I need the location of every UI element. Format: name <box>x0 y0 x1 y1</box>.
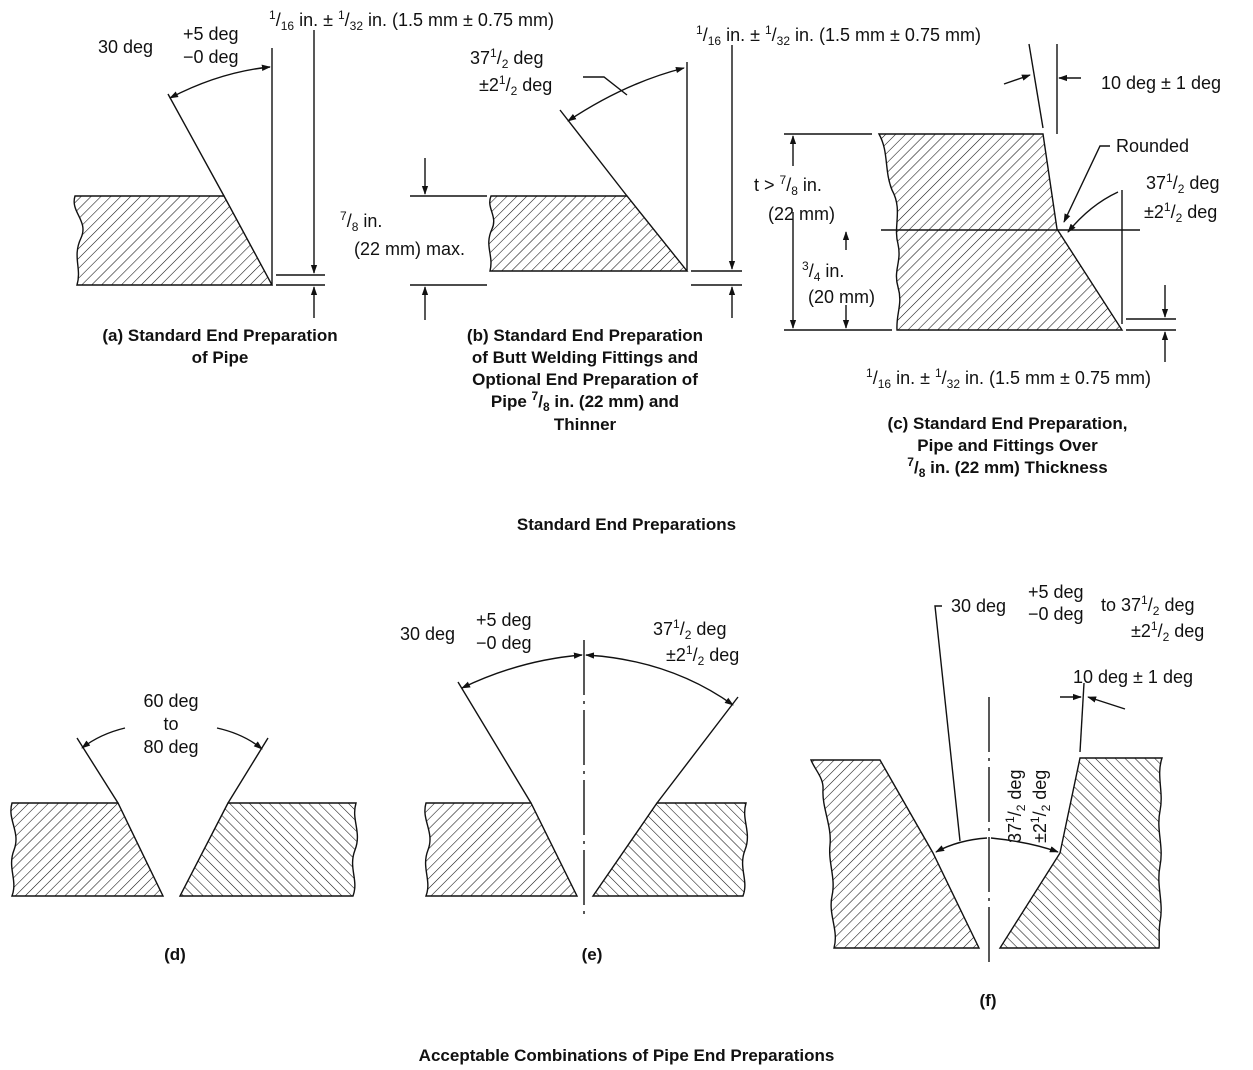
caption-a: (a) Standard End Preparation of Pipe <box>102 326 338 367</box>
leader-b <box>583 76 628 96</box>
angle-arc-e-left <box>461 652 583 689</box>
leader-f <box>934 605 961 842</box>
taper-angle-label-f: 10 deg ± 1 deg <box>1073 667 1193 687</box>
tolerance-minus-e: −0 deg <box>476 633 532 653</box>
tolerance-label-b: ±21/2 deg <box>479 73 553 98</box>
rounded-leader <box>1063 145 1110 223</box>
angle-label-a: 30 deg <box>98 37 154 57</box>
bevel-line-a <box>167 93 225 197</box>
section-title-top: Standard End Preparations <box>516 515 737 534</box>
pipe-section-e-left <box>424 802 579 897</box>
thickness-label-c: t > 7/8 in. <box>754 173 822 198</box>
tolerance-label-e-right: ±21/2 deg <box>666 643 740 668</box>
pipe-section-c <box>877 133 1124 331</box>
caption-d: (d) <box>164 945 186 964</box>
angle-label-f-right: to 371/2 deg <box>1101 593 1195 618</box>
taper-ref-c <box>1028 43 1044 129</box>
angle-label-e-left: 30 deg <box>400 624 456 644</box>
rounded-label: Rounded <box>1116 136 1190 156</box>
pipe-section-b <box>488 195 689 272</box>
gap-label-b: 1/16 in. ± 1/32 in. (1.5 mm ± 0.75 mm) <box>696 23 981 48</box>
angle-arc-e-right <box>585 652 734 706</box>
caption-f: (f) <box>979 991 997 1010</box>
thickness-mm-b: (22 mm) max. <box>354 239 466 259</box>
bevel-line-d-left <box>76 737 119 804</box>
pipe-section-d-right <box>178 802 359 897</box>
land-mm-c: (20 mm) <box>808 287 875 307</box>
angle-range-d: 60 deg to 80 deg <box>143 691 199 757</box>
angle-arc-a <box>169 64 271 99</box>
tolerance-minus-a: −0 deg <box>183 47 239 67</box>
pipe-section-a <box>73 195 274 286</box>
angle-label-b: 371/2 deg <box>470 46 544 71</box>
bevel-line-d-right <box>227 737 269 804</box>
bevel-line-b <box>559 109 628 197</box>
tolerance-plus-a: +5 deg <box>183 24 239 44</box>
bevel-line-e-left <box>457 681 532 804</box>
tolerance-label-f-right: ±21/2 deg <box>1131 619 1205 644</box>
angle-arc-f-right <box>990 837 1059 853</box>
angle-arc-d-right <box>216 727 263 750</box>
angle-label-c: 371/2 deg <box>1146 171 1220 196</box>
bevel-line-e-right <box>656 696 739 804</box>
pipe-section-e-right <box>591 802 749 897</box>
taper-ref-f <box>1079 682 1085 753</box>
pipe-section-f-right <box>998 757 1163 949</box>
caption-c: (c) Standard End Preparation, Pipe and F… <box>887 414 1128 480</box>
land-label-c: 3/4 in. <box>802 259 845 284</box>
angle-arc-c <box>1067 191 1119 233</box>
angle-label-f-left: 30 deg <box>951 596 1007 616</box>
pipe-section-f-left <box>809 759 981 949</box>
caption-e: (e) <box>581 945 603 964</box>
thickness-mm-c: (22 mm) <box>768 204 835 224</box>
angle-label-e-right: 371/2 deg <box>653 617 727 642</box>
caption-b: (b) Standard End Preparation of Butt Wel… <box>466 326 704 434</box>
gap-label-a: 1/16 in. ± 1/32 in. (1.5 mm ± 0.75 mm) <box>269 8 554 33</box>
ten-deg-arrow-f-right <box>1087 696 1126 710</box>
rotated-angle-label-f: 371/2 deg ±21/2 deg <box>1003 769 1053 843</box>
ten-deg-arrow-left <box>1003 74 1031 85</box>
angle-arc-b <box>567 66 685 122</box>
tolerance-label-c: ±21/2 deg <box>1144 200 1218 225</box>
section-title-bottom: Acceptable Combinations of Pipe End Prep… <box>418 1046 835 1065</box>
taper-angle-label-c: 10 deg ± 1 deg <box>1101 73 1221 93</box>
tolerance-plus-e: +5 deg <box>476 610 532 630</box>
tolerance-plus-f: +5 deg <box>1028 582 1084 602</box>
gap-label-c: 1/16 in. ± 1/32 in. (1.5 mm ± 0.75 mm) <box>866 366 1151 391</box>
pipe-section-d-left <box>10 802 165 897</box>
tolerance-minus-f: −0 deg <box>1028 604 1084 624</box>
angle-arc-f-left <box>935 837 988 853</box>
thickness-label-b: 7/8 in. <box>340 209 383 234</box>
angle-arc-d-left <box>81 727 126 749</box>
